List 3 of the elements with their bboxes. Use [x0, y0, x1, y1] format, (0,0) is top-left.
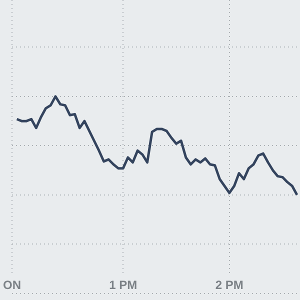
x-tick-label: ON [3, 278, 21, 292]
x-tick-label: 2 PM [215, 278, 244, 292]
x-tick-label: 1 PM [109, 278, 138, 292]
